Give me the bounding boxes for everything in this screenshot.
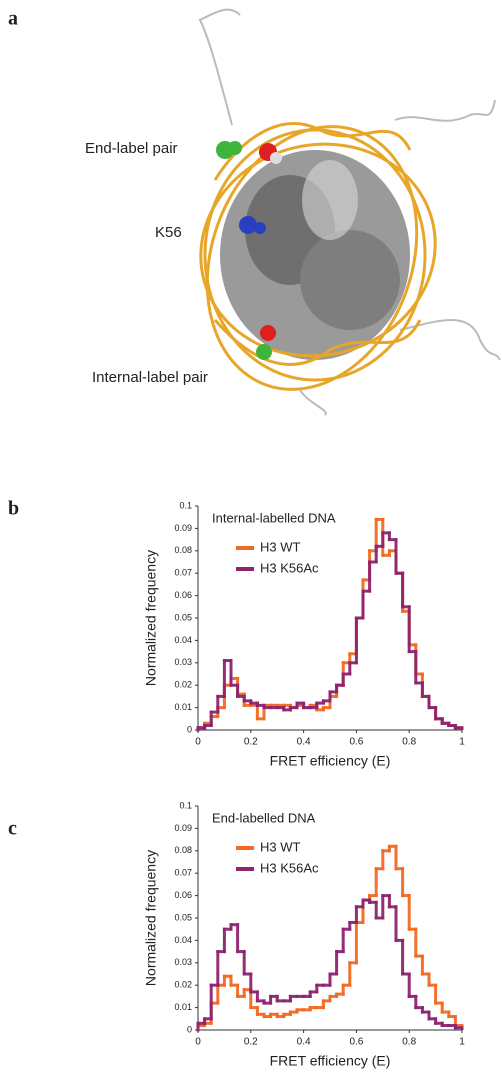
sphere-red <box>260 325 276 341</box>
x-axis-label: FRET efficiency (E) <box>270 1053 391 1069</box>
y-tick-label: 0.04 <box>174 935 192 945</box>
y-tick-label: 0.07 <box>174 868 192 878</box>
nucleosome-structure <box>198 8 501 416</box>
legend-label: H3 WT <box>260 839 301 854</box>
y-tick-label: 0.08 <box>174 845 192 855</box>
y-tick-label: 0.08 <box>174 545 192 555</box>
x-tick-label: 0.6 <box>349 1037 363 1048</box>
y-tick-label: 0.1 <box>179 800 192 810</box>
sphere-green <box>256 344 272 360</box>
structure-label: Internal-label pair <box>92 369 208 386</box>
panel-label: a <box>8 8 18 30</box>
panel-label: b <box>8 498 19 520</box>
structure-label: K56 <box>155 224 182 241</box>
x-axis-label: FRET efficiency (E) <box>270 753 391 769</box>
histone-tail <box>198 8 241 126</box>
panel-label: c <box>8 818 17 840</box>
x-tick-label: 0.6 <box>349 737 363 748</box>
x-tick-label: 0.8 <box>402 737 416 748</box>
histone-tail <box>399 319 501 361</box>
x-tick-label: 1 <box>459 737 465 748</box>
histone-tail <box>394 99 496 122</box>
y-tick-label: 0.07 <box>174 568 192 578</box>
x-tick-label: 0.8 <box>402 1037 416 1048</box>
y-tick-label: 0.06 <box>174 890 192 900</box>
histone-core <box>302 160 358 240</box>
histone-tail <box>299 389 327 416</box>
legend-label: H3 WT <box>260 539 301 554</box>
chart-title: Internal-labelled DNA <box>212 510 336 525</box>
y-tick-label: 0.06 <box>174 590 192 600</box>
legend-label: H3 K56Ac <box>260 560 319 575</box>
x-tick-label: 1 <box>459 1037 465 1048</box>
sphere-green <box>228 141 242 155</box>
x-tick-label: 0.2 <box>244 1037 258 1048</box>
sphere-white <box>270 152 282 164</box>
chart-title: End-labelled DNA <box>212 810 316 825</box>
legend-label: H3 K56Ac <box>260 860 319 875</box>
y-tick-label: 0.05 <box>174 912 192 922</box>
y-tick-label: 0 <box>187 1024 192 1034</box>
y-tick-label: 0.03 <box>174 957 192 967</box>
x-tick-label: 0.4 <box>297 1037 311 1048</box>
y-tick-label: 0.01 <box>174 702 192 712</box>
sphere-blue <box>239 216 257 234</box>
x-tick-label: 0.2 <box>244 737 258 748</box>
structure-label: End-label pair <box>85 140 178 157</box>
x-tick-label: 0 <box>195 1037 201 1048</box>
y-tick-label: 0.02 <box>174 980 192 990</box>
y-tick-label: 0 <box>187 724 192 734</box>
y-tick-label: 0.04 <box>174 635 192 645</box>
y-tick-label: 0.1 <box>179 500 192 510</box>
sphere-blue <box>254 222 266 234</box>
y-axis-label: Normalized frequency <box>143 550 159 686</box>
y-tick-label: 0.01 <box>174 1002 192 1012</box>
y-tick-label: 0.09 <box>174 523 192 533</box>
x-tick-label: 0 <box>195 737 201 748</box>
y-axis-label: Normalized frequency <box>143 850 159 986</box>
y-tick-label: 0.03 <box>174 657 192 667</box>
x-tick-label: 0.4 <box>297 737 311 748</box>
y-tick-label: 0.02 <box>174 680 192 690</box>
y-tick-label: 0.05 <box>174 612 192 622</box>
y-tick-label: 0.09 <box>174 823 192 833</box>
histone-core <box>300 230 400 330</box>
